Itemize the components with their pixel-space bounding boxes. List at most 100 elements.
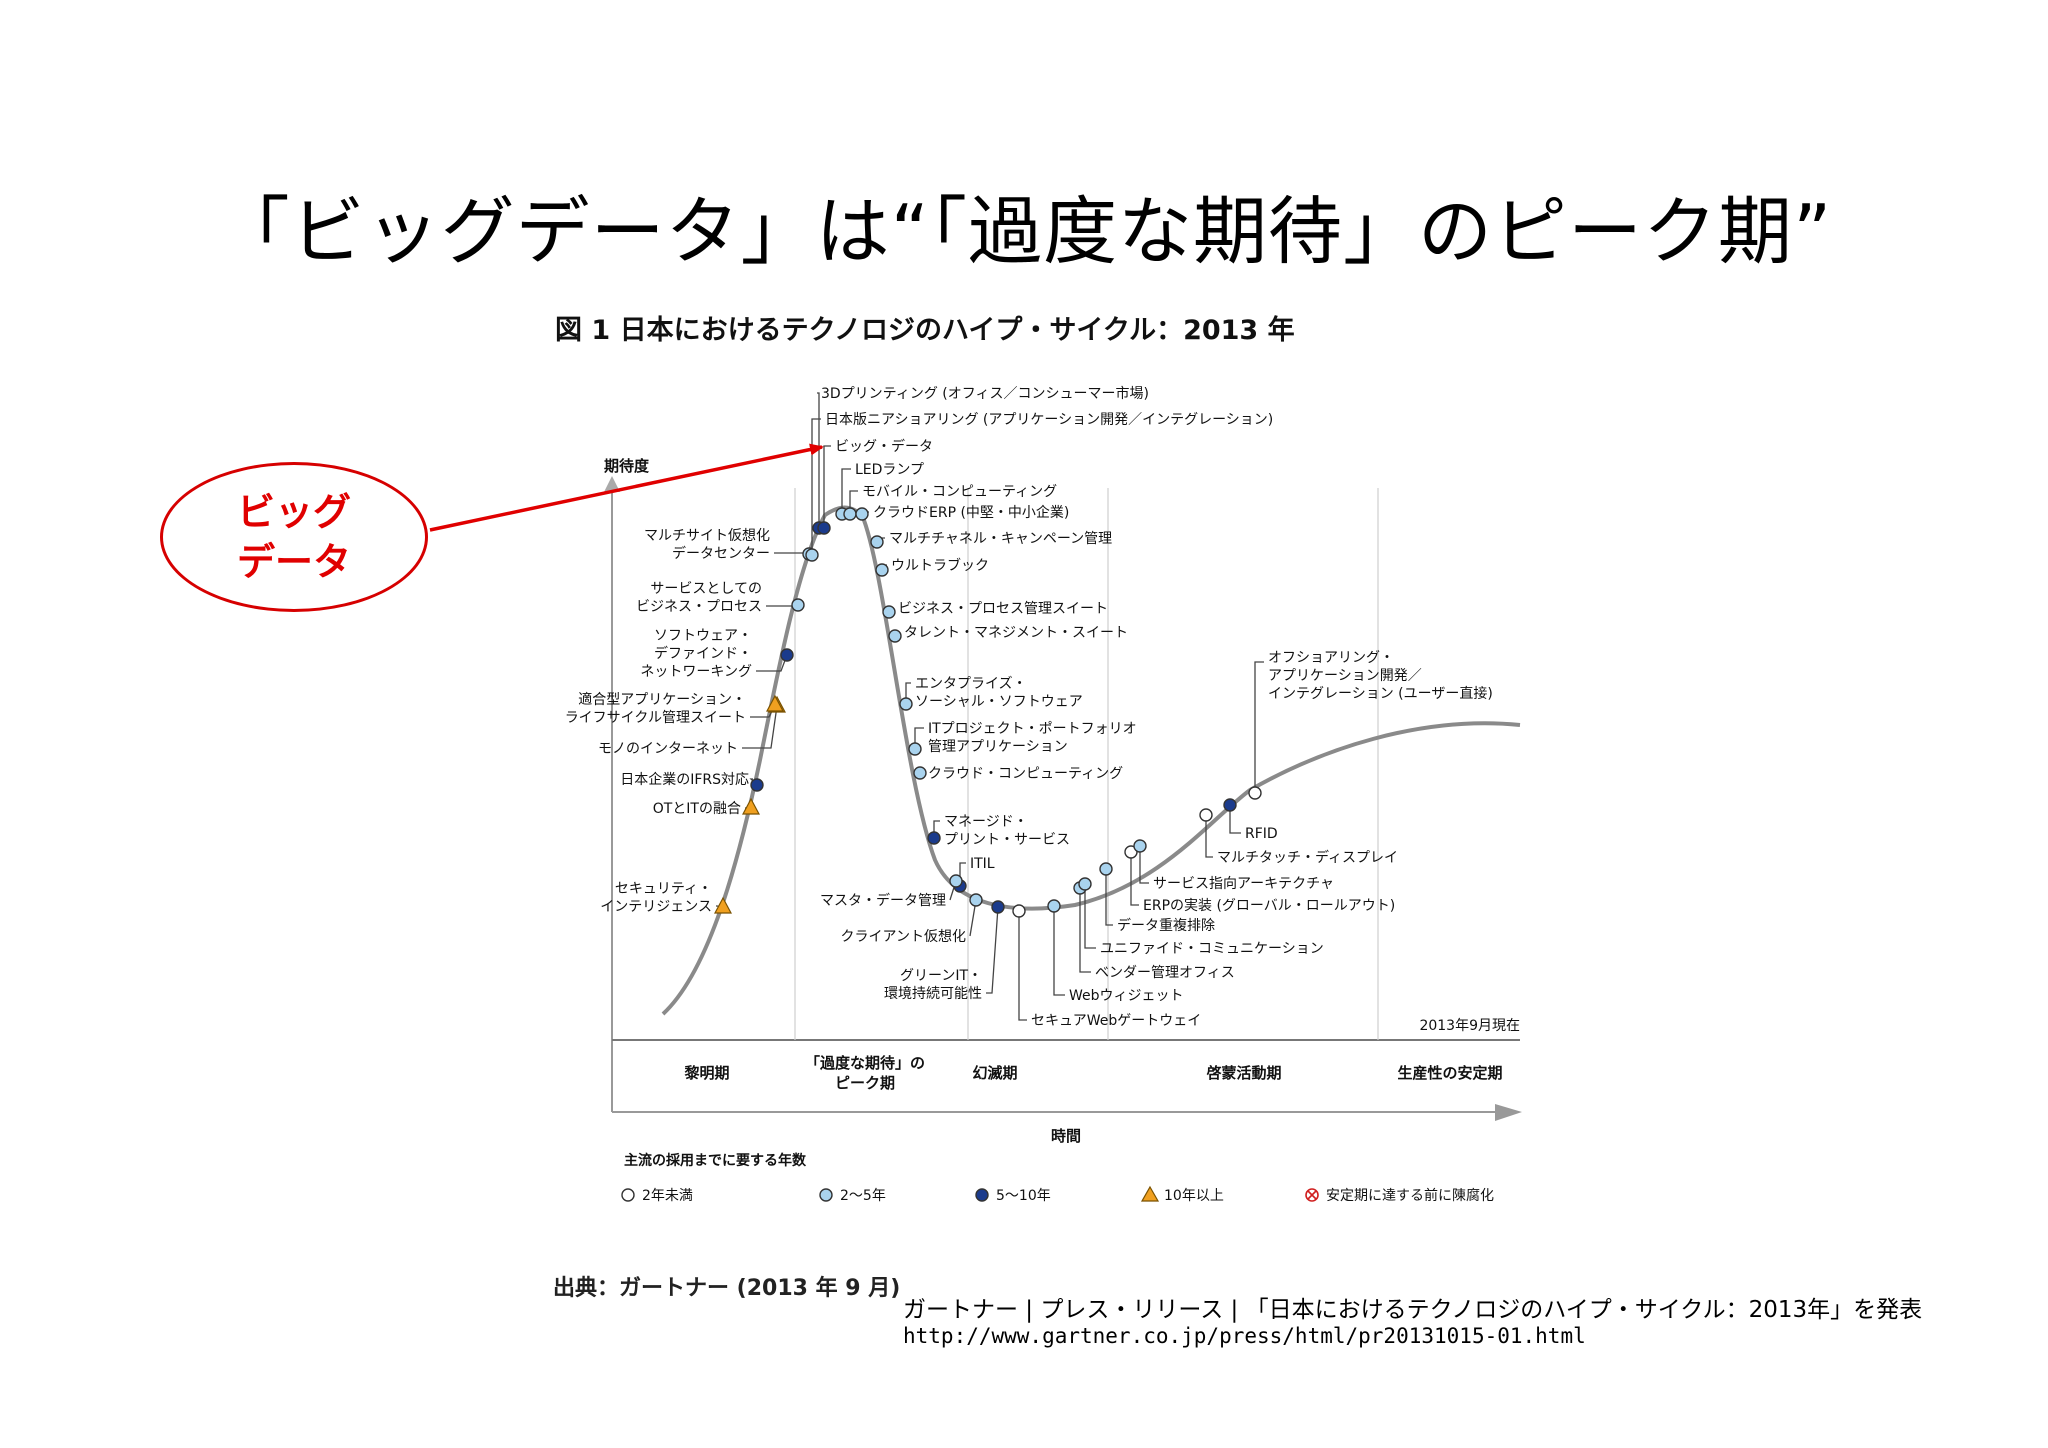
technology-label: クライアント仮想化 (841, 929, 966, 945)
technology-label: サービスとしての (650, 581, 762, 597)
technology-label: マネージド・ (944, 814, 1028, 830)
leader-line (823, 445, 831, 528)
legend-label: 10年以上 (1164, 1188, 1224, 1204)
technology-label: エンタプライズ・ (915, 676, 1027, 692)
hype-curve (661, 505, 1521, 1016)
technology-marker (1078, 877, 1092, 891)
technology-marker (875, 563, 889, 577)
technology-label: 日本版ニアショアリング (アプリケーション開発／インテグレーション) (825, 412, 1273, 428)
technology-marker (750, 778, 764, 792)
leader-line (914, 727, 924, 749)
legend-label: 2～5年 (840, 1188, 886, 1204)
phase-label: 「過度な期待」の (805, 1054, 925, 1072)
technology-label: マルチタッチ・ディスプレイ (1217, 849, 1398, 866)
technology-label: ソフトウェア・ (654, 628, 752, 644)
legend-title: 主流の採用までに要する年数 (624, 1152, 807, 1169)
technology-marker (1124, 845, 1138, 859)
callout-line-2: データ (236, 540, 351, 584)
technology-label: ベンダー管理オフィス (1095, 965, 1235, 981)
technology-label: グリーンIT・ (900, 968, 982, 984)
leader-line (986, 906, 999, 994)
technology-label: 3Dプリンティング (オフィス／コンシューマー市場) (821, 385, 1149, 402)
x-axis-label: 時間 (1051, 1127, 1081, 1145)
phase-labels: 黎明期 「過度な期待」のピーク期 幻滅期 啓蒙活動期 生産性の安定期 (684, 1054, 1502, 1092)
technology-label: ビジネス・プロセス管理スイート (898, 601, 1108, 617)
phase-label: 生産性の安定期 (1397, 1064, 1502, 1082)
technology-label: マルチチャネル・キャンペーン管理 (889, 531, 1112, 547)
technology-marker (1248, 786, 1262, 800)
leader-line (817, 392, 820, 528)
technology-label: LEDランプ (855, 462, 924, 478)
leader-line (1254, 661, 1264, 793)
technology-marker (899, 697, 913, 711)
technology-label: ライフサイクル管理スイート (565, 710, 746, 726)
technology-marker (742, 797, 760, 815)
technology-label: デファインド・ (654, 645, 752, 662)
legend: 主流の採用までに要する年数 2年未満 2～5年 5～10年 10年以上 安定期に達する前に… (621, 1152, 1494, 1204)
leader-line (905, 682, 911, 704)
technology-marker (1012, 904, 1026, 918)
as-of-label: 2013年9月現在 (1419, 1018, 1520, 1034)
legend-marker (819, 1188, 833, 1202)
technology-marker (1099, 862, 1113, 876)
callout-arrow (429, 443, 824, 532)
technology-label: サービス指向アーキテクチャ (1153, 876, 1334, 892)
leader-line (1139, 846, 1149, 884)
technology-marker (991, 900, 1005, 914)
y-axis-arrowhead (604, 476, 620, 492)
technology-label: ビジネス・プロセス (636, 599, 762, 615)
technology-label: タレント・マネジメント・スイート (904, 625, 1128, 641)
leader-line (1205, 815, 1213, 858)
phase-label: 黎明期 (684, 1064, 729, 1082)
technology-label: クラウド・コンピューティング (928, 766, 1123, 782)
technology-label: ソーシャル・ソフトウェア (915, 694, 1083, 710)
callout-line-1: ビッグ (236, 490, 351, 534)
technology-marker (882, 605, 896, 619)
technology-marker (817, 521, 831, 535)
hype-curve-path (661, 505, 1521, 1016)
leader-line (1229, 805, 1241, 834)
technology-label: ネットワーキング (640, 664, 752, 680)
technology-marker (913, 766, 927, 780)
technology-label: 適合型アプリケーション・ (578, 691, 746, 708)
leader-line (1084, 884, 1096, 949)
technology-label: マスタ・データ管理 (820, 892, 946, 909)
technology-marker (714, 896, 732, 914)
leader-line (841, 468, 851, 514)
technology-marker (843, 507, 857, 521)
reference-line: ガートナー | プレス・リリース | 「日本におけるテクノロジのハイプ・サイクル… (903, 1297, 1923, 1323)
legend-label: 安定期に達する前に陳腐化 (1326, 1187, 1494, 1204)
technology-label: Webウィジェット (1069, 988, 1184, 1004)
technology-marker (1223, 798, 1237, 812)
phase-label: 幻滅期 (972, 1064, 1017, 1082)
technology-marker (888, 629, 902, 643)
leader-line (1053, 906, 1065, 996)
technology-label: セキュアWebゲートウェイ (1031, 1013, 1201, 1029)
technology-label: 日本企業のIFRS対応 (620, 771, 749, 788)
technology-label: ウルトラブック (891, 557, 989, 574)
technology-marker (1047, 899, 1061, 913)
legend-marker (975, 1188, 989, 1202)
technology-label: ユニファイド・コミュニケーション (1100, 941, 1324, 957)
big-data-callout: ビッグ データ (160, 462, 428, 612)
technology-label: データ重複排除 (1117, 917, 1215, 934)
technology-marker (855, 507, 869, 521)
technology-label: クラウドERP (中堅・中小企業) (873, 504, 1069, 521)
slide-title: 「ビッグデータ」は“「過度な期待」のピーク期” (215, 189, 1833, 275)
leader-line (1105, 869, 1113, 926)
technology-label: インテリジェンス (600, 899, 712, 915)
legend-label: 5～10年 (996, 1188, 1051, 1204)
phase-label: ピーク期 (835, 1074, 895, 1092)
technology-labels: セキュリティ・インテリジェンス OTとITの融合 日本企業のIFRS対応 モノのインタ… (565, 385, 1493, 1029)
leader-line (742, 705, 778, 749)
technology-label: RFID (1245, 826, 1278, 842)
technology-marker (870, 535, 884, 549)
technology-marker (1199, 808, 1213, 822)
technology-label: オフショアリング・ (1268, 650, 1394, 666)
technology-marker (969, 893, 983, 907)
technology-marker (780, 648, 794, 662)
leader-line (811, 418, 821, 555)
source-note: 出典：ガートナー (2013 年 9 月) (553, 1276, 901, 1301)
legend-label: 2年未満 (642, 1188, 693, 1204)
